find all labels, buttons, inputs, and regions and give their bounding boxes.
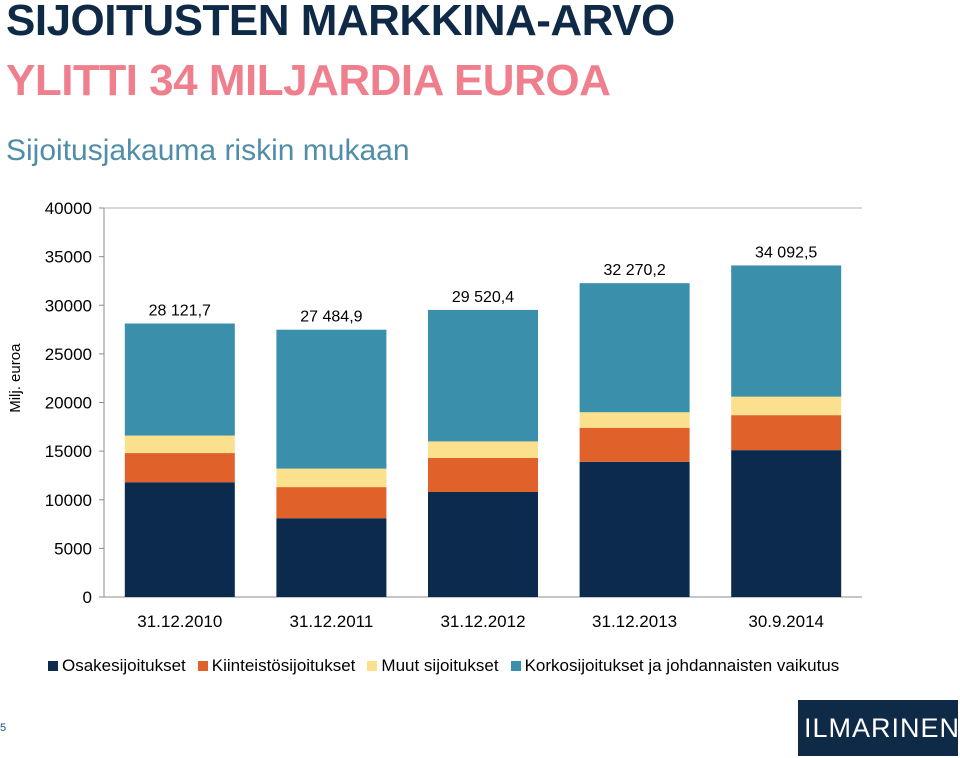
y-tick-label: 35000 — [45, 248, 92, 267]
chart-legend: Osakesijoitukset Kiinteistösijoitukset Muu… — [48, 656, 839, 676]
bar-segment — [428, 491, 538, 597]
bar-segment — [579, 427, 690, 462]
y-tick-label: 25000 — [45, 345, 92, 364]
y-tick-label: 5000 — [54, 539, 92, 558]
bar-segment — [124, 453, 235, 483]
bar-segment — [428, 309, 538, 442]
page-title-line1: SIJOITUSTEN MARKKINA-ARVO — [6, 0, 675, 45]
x-tick-label: 31.12.2013 — [592, 612, 677, 631]
legend-label: Kiinteistösijoitukset — [211, 656, 356, 675]
bar-segment — [731, 265, 842, 397]
bar-segment — [731, 396, 842, 416]
legend-label: Muut sijoitukset — [381, 656, 499, 675]
legend-swatch — [510, 661, 521, 671]
chart-subtitle: Sijoitusjakauma riskin mukaan — [6, 134, 410, 167]
bar-segment — [276, 487, 387, 519]
y-tick-label: 15000 — [45, 442, 92, 461]
page-number: 5 — [0, 722, 7, 734]
page-title-line2: YLITTI 34 MILJARDIA EUROA — [6, 56, 611, 105]
x-tick-label: 31.12.2012 — [440, 612, 525, 631]
legend-label: Korkosijoitukset ja johdannaisten vaikut… — [524, 656, 840, 675]
bar-total-label: 29 520,4 — [452, 289, 514, 306]
y-tick-label: 0 — [83, 588, 92, 607]
bar-segment — [579, 283, 690, 413]
bar-segment — [276, 518, 387, 597]
bar-segment — [731, 415, 842, 451]
x-tick-label: 31.12.2011 — [289, 612, 373, 631]
legend-swatch — [197, 661, 208, 671]
bar-segment — [124, 435, 235, 454]
y-tick-label: 30000 — [45, 296, 92, 315]
legend-swatch — [367, 661, 378, 671]
logo-text: ILMARINEN — [803, 712, 960, 743]
legend-item: Kiinteistösijoitukset — [197, 656, 356, 676]
ilmarinen-logo: ILMARINEN — [798, 700, 960, 756]
bar-total-label: 28 121,7 — [149, 303, 211, 320]
bar-segment — [579, 412, 690, 428]
legend-item: Osakesijoitukset — [48, 656, 186, 676]
y-axis-label: Milj. euroa — [7, 343, 24, 413]
legend-item: Korkosijoitukset ja johdannaisten vaikut… — [510, 656, 840, 676]
y-tick-label: 10000 — [45, 491, 92, 510]
bar-segment — [124, 323, 235, 436]
bar-segment — [731, 450, 842, 597]
y-tick-label: 40000 — [45, 199, 92, 218]
legend-swatch — [48, 661, 58, 671]
bar-total-label: 34 092,5 — [755, 244, 817, 261]
stacked-bar-chart: 0 5000 10000 15000 20000 25000 30000 35000 40000… — [7, 199, 862, 631]
x-tick-label: 31.12.2010 — [137, 612, 222, 631]
bar-segment — [276, 329, 387, 469]
bar-segment — [579, 461, 690, 597]
bar-segment — [124, 482, 235, 597]
bar-total-label: 27 484,9 — [300, 309, 362, 326]
bar-total-label: 32 270,2 — [603, 262, 665, 279]
bar-segment — [428, 457, 538, 492]
bar-segment — [276, 468, 387, 488]
legend-item: Muut sijoitukset — [367, 656, 499, 676]
legend-label: Osakesijoitukset — [62, 656, 186, 675]
x-tick-label: 30.9.2014 — [748, 612, 824, 631]
y-tick-label: 20000 — [45, 394, 92, 413]
bar-segment — [428, 441, 538, 458]
